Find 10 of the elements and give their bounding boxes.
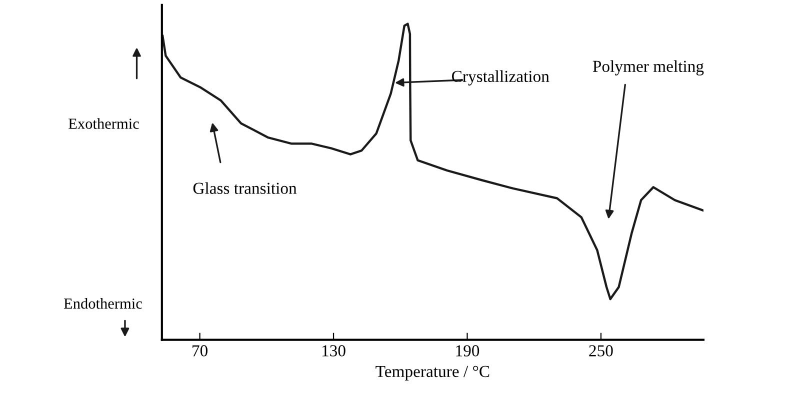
x-tick-label: 250	[589, 345, 613, 356]
x-tick-label: 190	[456, 345, 480, 356]
x-tick-label: 70	[192, 345, 208, 356]
annotation: Crystallization	[452, 70, 550, 86]
text: Endothermic	[64, 298, 142, 309]
x-tick-label: 130	[322, 345, 346, 356]
x-axis-title: Temperature / °C	[376, 366, 490, 380]
annotation: Polymer melting	[592, 60, 704, 76]
annotation: Glass transition	[193, 182, 297, 194]
text: Exothermic	[68, 118, 139, 129]
